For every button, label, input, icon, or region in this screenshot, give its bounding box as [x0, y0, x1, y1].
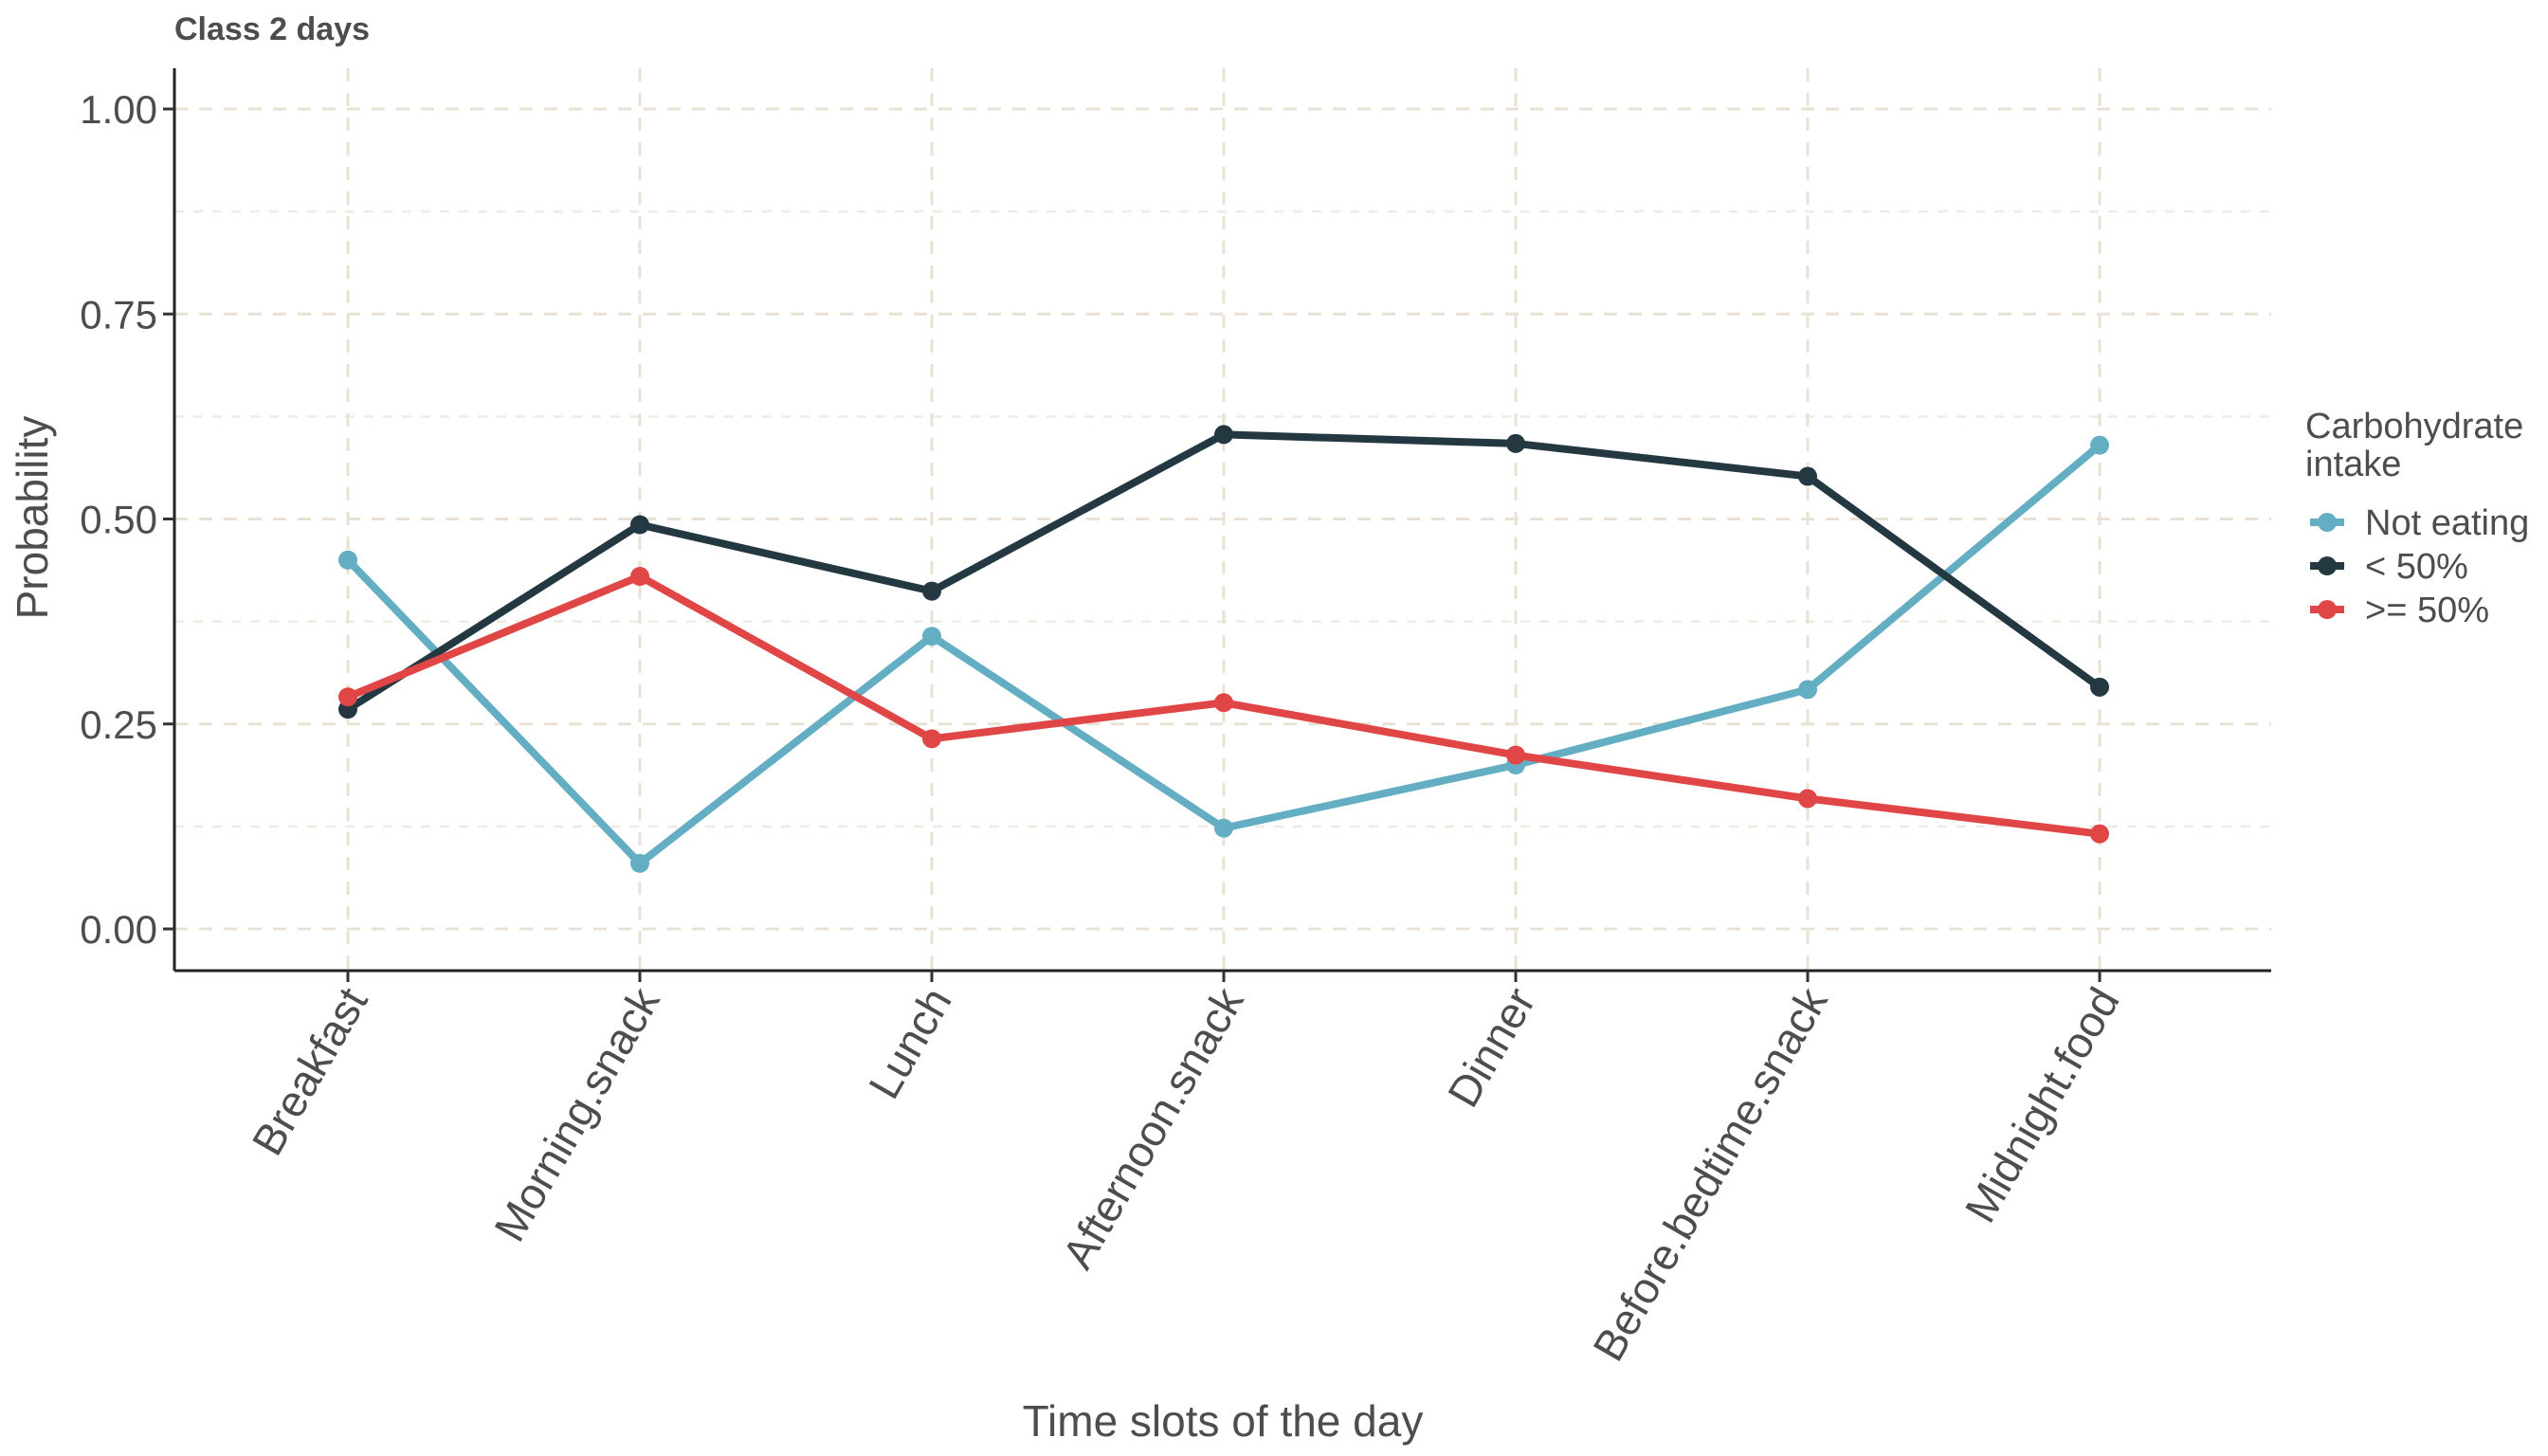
data-point — [922, 581, 941, 601]
y-tick-label: 0.50 — [80, 498, 157, 542]
y-tick-label: 1.00 — [80, 87, 157, 132]
data-point — [922, 729, 941, 749]
series-1 — [338, 425, 2109, 719]
data-point — [338, 550, 357, 570]
series-2 — [338, 567, 2109, 844]
legend-title-line: intake — [2305, 445, 2401, 484]
x-tick-label: Midnight.food — [1956, 979, 2129, 1230]
x-axis-title: Time slots of the day — [1023, 1396, 1424, 1446]
data-point — [1214, 425, 1233, 445]
legend-title-line: Carbohydrate — [2305, 407, 2523, 446]
data-point — [2090, 824, 2109, 844]
chart-title: Class 2 days — [174, 11, 370, 47]
y-axis-title: Probability — [8, 416, 57, 620]
data-point — [1506, 433, 1525, 453]
x-tick-label: Before.bedtime.snack — [1583, 978, 1837, 1369]
y-axis-ticks: 0.00 0.25 0.50 0.75 1.00 — [80, 87, 174, 952]
data-point — [630, 853, 649, 873]
data-point — [630, 567, 649, 587]
legend-label: < 50% — [2365, 547, 2468, 587]
y-tick-label: 0.75 — [80, 292, 157, 337]
x-axis-ticks: Breakfast Morning.snack Lunch Afternoon.sna… — [242, 971, 2129, 1369]
legend-key-point — [2318, 513, 2337, 532]
data-point — [2090, 677, 2109, 697]
x-tick-label: Dinner — [1438, 979, 1545, 1115]
data-point — [2090, 435, 2109, 455]
legend-key-point — [2318, 556, 2337, 575]
y-tick-label: 0.25 — [80, 702, 157, 747]
data-point — [1798, 789, 1817, 809]
legend-item: < 50% — [2310, 547, 2468, 587]
series-group — [338, 425, 2109, 873]
data-point — [1214, 818, 1233, 838]
data-point — [1798, 680, 1817, 700]
x-tick-label: Morning.snack — [484, 978, 669, 1249]
legend-item: Not eating — [2310, 503, 2529, 543]
series-0 — [338, 435, 2109, 873]
legend-label: >= 50% — [2365, 591, 2489, 630]
legend-item: >= 50% — [2310, 591, 2489, 630]
x-tick-label: Breakfast — [242, 979, 376, 1163]
data-point — [630, 515, 649, 535]
data-point — [338, 687, 357, 707]
x-tick-label: Lunch — [859, 979, 961, 1107]
y-tick-label: 0.00 — [80, 907, 157, 952]
data-point — [922, 627, 941, 646]
data-point — [1506, 745, 1525, 765]
legend-label: Not eating — [2365, 503, 2529, 543]
legend-key-point — [2318, 600, 2337, 619]
x-tick-label: Afternoon.snack — [1052, 978, 1253, 1277]
data-point — [1214, 693, 1233, 713]
data-point — [1798, 466, 1817, 486]
